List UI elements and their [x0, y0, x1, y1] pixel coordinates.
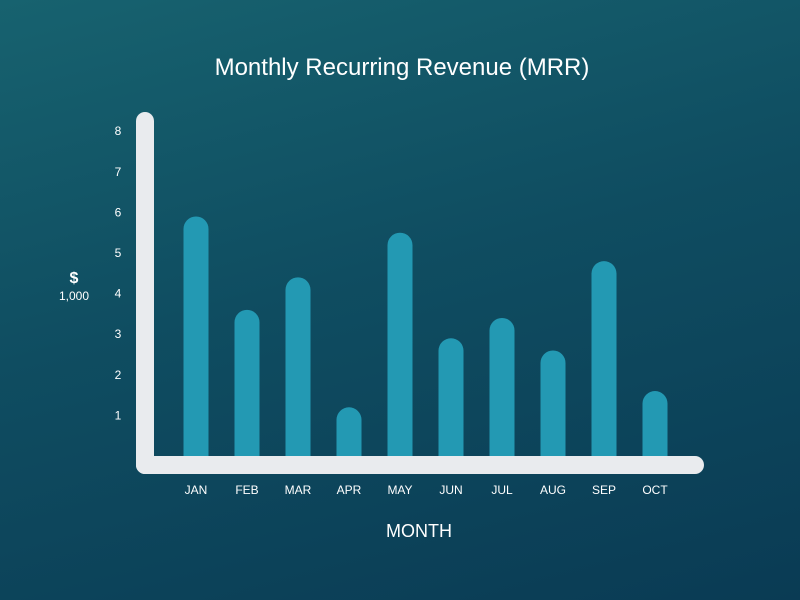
bar-may: [387, 232, 413, 460]
x-tick-label: MAY: [387, 483, 412, 497]
bar-apr: [336, 407, 362, 460]
x-tick-label: JAN: [185, 483, 208, 497]
x-tick-label: JUN: [439, 483, 462, 497]
y-axis-unit-label: 1,000: [59, 289, 89, 303]
x-tick-label: OCT: [642, 483, 668, 497]
y-tick-label: 4: [115, 287, 122, 301]
bar-oct: [642, 391, 668, 460]
y-tick-label: 7: [115, 165, 122, 179]
y-axis-label: $: [70, 270, 79, 287]
chart-title: Monthly Recurring Revenue (MRR): [215, 54, 590, 81]
bar-jan: [183, 216, 209, 460]
bar-sep: [591, 261, 617, 460]
x-tick-label: FEB: [235, 483, 258, 497]
y-tick-label: 5: [115, 246, 122, 260]
x-tick-label: APR: [337, 483, 362, 497]
y-axis-ticks: 1 2 3 4 5 6 7 8: [115, 124, 122, 422]
bar-feb: [234, 309, 260, 460]
y-tick-label: 8: [115, 124, 122, 138]
y-tick-label: 6: [115, 205, 122, 219]
x-axis-ticks: JAN FEB MAR APR MAY JUN JUL AUG SEP OCT: [185, 483, 669, 497]
x-tick-label: JUL: [491, 483, 513, 497]
y-tick-label: 2: [115, 368, 122, 382]
x-tick-label: AUG: [540, 483, 566, 497]
bar-jun: [438, 338, 464, 460]
bar-mar: [285, 277, 311, 460]
x-tick-label: MAR: [285, 483, 312, 497]
bars-group: [183, 216, 668, 460]
x-tick-label: SEP: [592, 483, 616, 497]
axes-group: [136, 112, 704, 474]
bar-aug: [540, 350, 566, 460]
y-tick-label: 1: [115, 408, 122, 422]
y-tick-label: 3: [115, 327, 122, 341]
bar-jul: [489, 317, 515, 460]
x-axis-label: MONTH: [386, 521, 452, 541]
